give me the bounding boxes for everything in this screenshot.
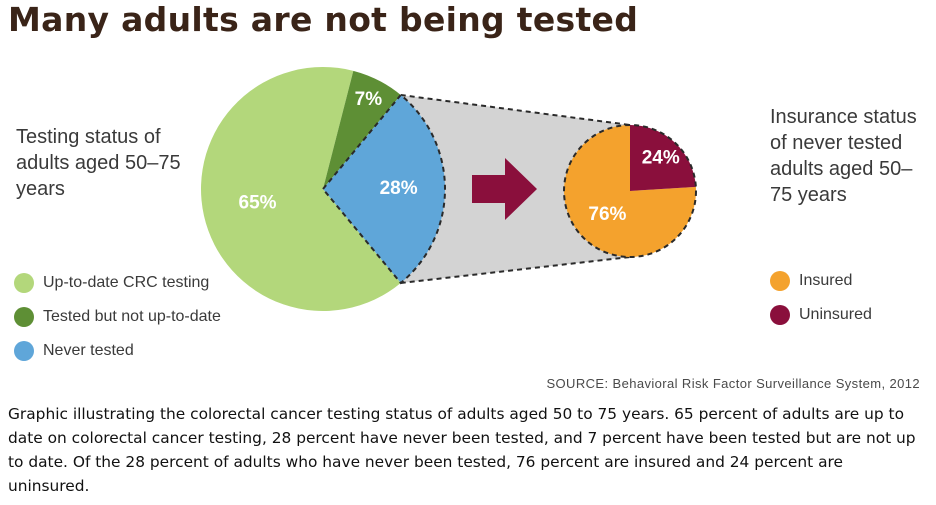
pie-slice-tested-not-up-to-date xyxy=(323,70,401,189)
legend-label: Insured xyxy=(799,272,853,289)
left-chart-label: Testing status of adults aged 50–75 year… xyxy=(16,126,181,200)
connector-line-top xyxy=(400,94,631,126)
legend-item-up-to-date: Up-to-date CRC testing xyxy=(14,266,221,300)
data-label-uninsured: 24% xyxy=(642,147,680,168)
legend-swatch xyxy=(14,341,34,361)
source-note: SOURCE: Behavioral Risk Factor Surveilla… xyxy=(546,376,920,391)
legend-insurance-status: Insured Uninsured xyxy=(770,264,872,332)
legend-testing-status: Up-to-date CRC testing Tested but not up… xyxy=(14,266,221,368)
legend-label: Uninsured xyxy=(799,306,872,323)
pie-charts: 65% 7% 28% 76% 24% xyxy=(200,66,697,312)
data-label-insured: 76% xyxy=(588,204,626,225)
legend-item-tested-not-up-to-date: Tested but not up-to-date xyxy=(14,300,221,334)
insurance-pie-outline xyxy=(563,124,697,258)
legend-label: Tested but not up-to-date xyxy=(43,308,221,325)
legend-item-insured: Insured xyxy=(770,264,872,298)
pie-slice-uninsured xyxy=(630,125,696,191)
legend-swatch xyxy=(770,305,790,325)
right-chart-label: Insurance status of never tested adults … xyxy=(770,106,917,206)
caption-text: Graphic illustrating the colorectal canc… xyxy=(8,405,916,495)
legend-swatch xyxy=(770,271,790,291)
legend-item-never-tested: Never tested xyxy=(14,334,221,368)
legend-swatch xyxy=(14,273,34,293)
arrow-icon xyxy=(472,158,537,220)
pie-slice-up-to-date xyxy=(200,66,401,312)
legend-label: Up-to-date CRC testing xyxy=(43,274,210,291)
data-label-never-tested: 28% xyxy=(380,178,418,199)
never-tested-outline xyxy=(321,93,446,285)
connector-line-bottom xyxy=(400,256,631,284)
legend-label: Never tested xyxy=(43,342,134,359)
pie-slice-never-tested xyxy=(323,94,445,284)
data-label-up-to-date: 65% xyxy=(239,193,277,214)
legend-item-uninsured: Uninsured xyxy=(770,298,872,332)
chart-title: Many adults are not being tested xyxy=(8,0,639,39)
legend-swatch xyxy=(14,307,34,327)
data-label-tested-not-up-to-date: 7% xyxy=(355,89,383,110)
